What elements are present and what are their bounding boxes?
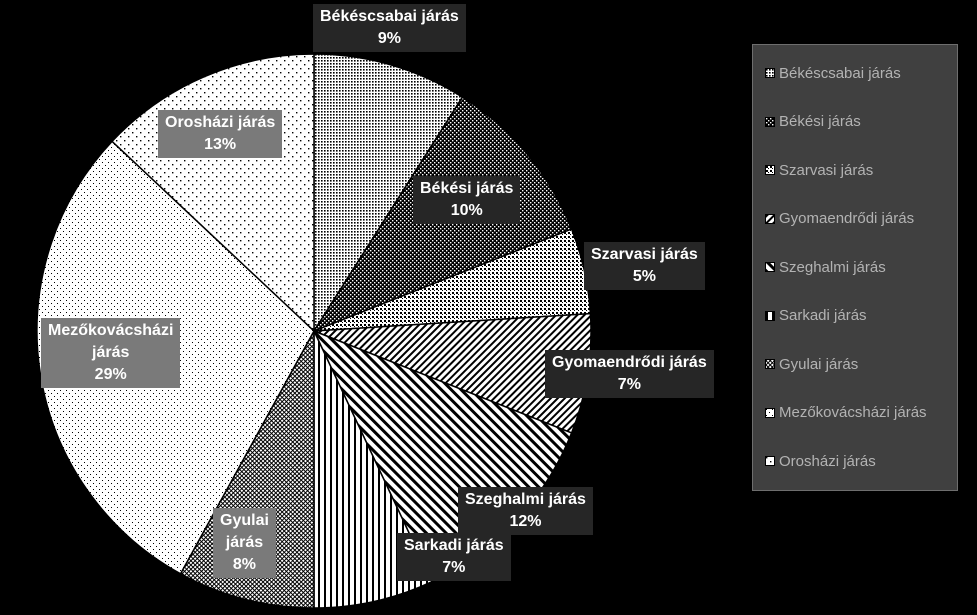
data-label-name: Békéscsabai járás [320,8,459,25]
legend-swatch-icon [765,359,775,369]
legend-swatch-icon [765,165,775,175]
legend-label: Békéscsabai járás [779,64,901,82]
legend-swatch-icon [765,68,775,78]
data-label-name: Szarvasi járás [591,246,698,263]
data-label-mezokovacshazi-jaras: Mezőkovácsházi járás 29% [41,318,181,388]
data-label-name: Szeghalmi járás [465,491,586,508]
legend-swatch-icon [765,262,775,272]
legend-swatch-icon [765,310,775,321]
data-label-value: 12% [509,513,542,530]
legend-item-oroshazi-jaras: Orosházi járás [765,451,876,471]
legend-swatch-icon [765,116,775,127]
data-label-value: 10% [450,202,483,219]
pie-slice-bekescsabai-jaras [313,53,464,334]
legend-swatch-icon [765,407,775,418]
data-label-value: 9% [377,30,401,47]
legend-label: Mezőkovácsházi járás [779,404,927,421]
data-label-gyulai-jaras: Gyulai járás 8% [213,508,276,578]
data-label-szarvasi-jaras: Szarvasi járás 5% [584,242,705,290]
data-label-name: Orosházi járás [165,114,276,131]
data-label-sarkadi-jaras: Sarkadi járás 7% [397,533,511,581]
data-label-value: 29% [94,366,127,383]
legend-item-gyulai-jaras: Gyulai járás [765,354,858,374]
legend-item-szeghalmi-jaras: Szeghalmi járás [765,257,886,277]
legend-label: Szarvasi járás [779,161,874,179]
legend-label: Szeghalmi járás [779,258,886,276]
data-label-szeghalmi-jaras: Szeghalmi járás 12% [458,487,593,535]
data-label-value: 8% [232,556,257,573]
data-label-value: 13% [204,136,237,153]
legend: Békéscsabai járás Békési járás Szarvasi já… [752,44,958,491]
data-label-bekescsabai-jaras: Békéscsabai járás 9% [313,4,466,52]
legend-label: Sarkadi járás [779,307,867,324]
data-label-value: 5% [632,268,656,285]
data-label-name: Mezőkovácsházi [48,322,174,339]
data-label-name: Gyomaendrődi járás [552,354,707,371]
legend-item-gyomaendrodi-jaras: Gyomaendrődi járás [765,209,914,229]
data-label-bekesi-jaras: Békési járás 10% [413,176,521,224]
legend-label: Gyomaendrődi járás [779,210,915,227]
legend-item-bekesi-jaras: Békési járás [765,112,861,132]
data-label-name: Sarkadi járás [404,537,504,554]
data-label-name: Gyulai [220,512,269,529]
data-label-name: Békési járás [420,180,514,197]
legend-label: Orosházi járás [779,452,876,470]
legend-item-szarvasi-jaras: Szarvasi járás [765,160,873,180]
data-label-value: 7% [617,376,641,393]
data-label-oroshazi-jaras: Orosházi járás 13% [158,110,283,158]
data-label-value: 7% [442,559,466,576]
data-label-name-line2: járás [225,534,264,551]
data-label-gyomaendrodi-jaras: Gyomaendrődi járás 7% [545,350,714,398]
legend-item-bekescsabai-jaras: Békéscsabai járás [765,63,901,83]
legend-item-mezokovacshazi-jaras: Mezőkovácsházi járás [765,403,927,423]
legend-label: Békési járás [779,113,861,130]
data-label-name-line2: járás [92,344,130,361]
legend-item-sarkadi-jaras: Sarkadi járás [765,306,867,326]
legend-swatch-icon [765,213,775,224]
legend-swatch-icon [765,456,775,466]
legend-label: Gyulai járás [779,355,859,373]
